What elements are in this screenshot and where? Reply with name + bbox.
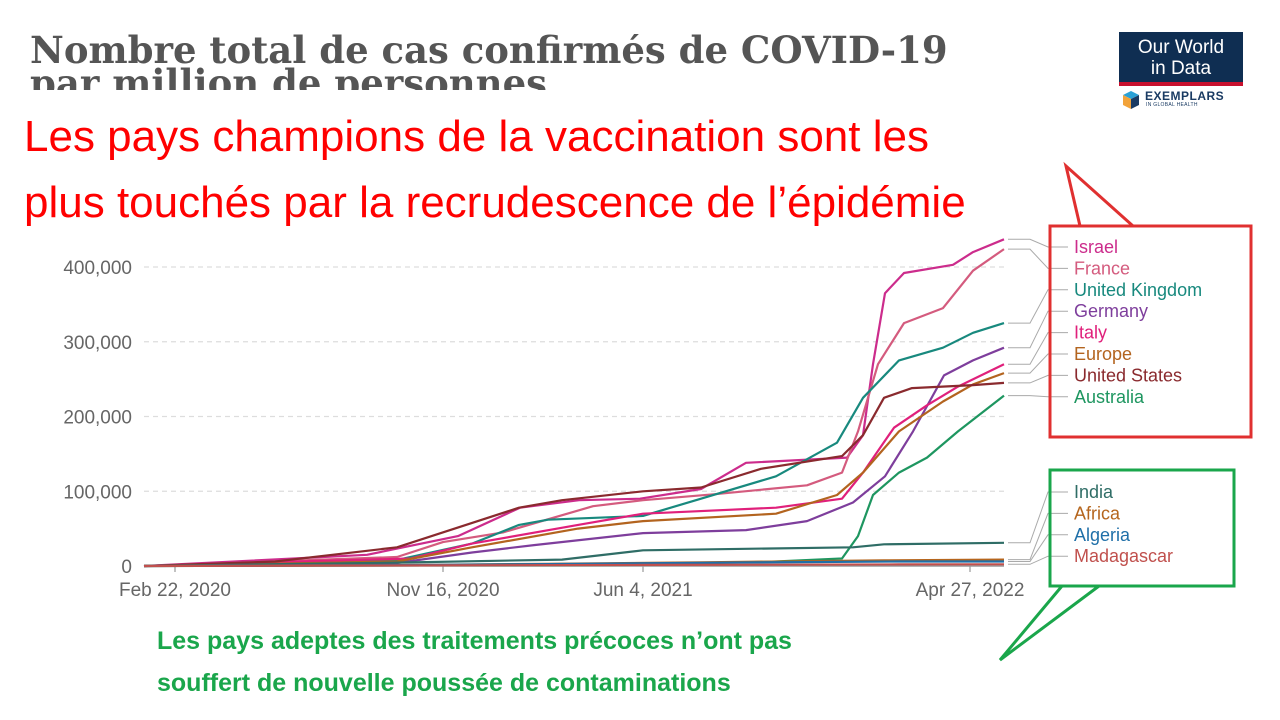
series-line-europe[interactable] — [143, 372, 1005, 568]
x-tick-label: Feb 22, 2020 — [119, 580, 231, 601]
footnote-line-1: Les pays adeptes des traitements précoce… — [157, 627, 792, 655]
y-axis-ticks: 0 100,000 200,000 300,000 400,000 — [63, 258, 132, 578]
headline-line-1: Les pays champions de la vaccination son… — [24, 112, 929, 161]
green-callout-pointer — [998, 584, 1100, 662]
legend-label-madagascar[interactable]: Madagascar — [1074, 546, 1173, 566]
y-tick-label: 100,000 — [63, 482, 132, 503]
legend-connector — [1008, 353, 1068, 374]
cube-icon — [1123, 91, 1139, 109]
legend-connector — [1008, 310, 1068, 349]
y-tick-label: 400,000 — [63, 258, 132, 279]
y-tick-label: 300,000 — [63, 333, 132, 354]
series-line-italy[interactable] — [143, 363, 1005, 568]
callouts — [998, 161, 1253, 662]
headline-line-2: plus touchés par la recrudescence de l’é… — [24, 178, 966, 227]
legend-label-india[interactable]: India — [1074, 482, 1114, 502]
green-legend-box — [1048, 468, 1236, 588]
green-footnote-annotation: Les pays adeptes des traitements précoce… — [157, 620, 1007, 704]
logo-line-1: Our World — [1137, 37, 1225, 58]
legend-connector — [1008, 534, 1068, 562]
owid-logo[interactable]: Our World in Data EXEMPLARS IN GLOBAL HE… — [1119, 32, 1243, 112]
legend-connector — [1008, 248, 1068, 269]
legend-label-italy[interactable]: Italy — [1074, 323, 1107, 343]
series-line-madagascar[interactable] — [143, 563, 1005, 568]
legend-connector — [1008, 395, 1068, 398]
legend-label-australia[interactable]: Australia — [1074, 387, 1145, 407]
legend-connector — [1008, 374, 1068, 384]
y-tick-label: 0 — [121, 557, 132, 578]
legend-label-europe[interactable]: Europe — [1074, 344, 1132, 364]
chart-title: Nombre total de cas confirmés de COVID-1… — [30, 34, 948, 90]
x-tick-label: Nov 16, 2020 — [386, 580, 499, 601]
legend-connector — [1008, 238, 1068, 248]
series-line-united-states[interactable] — [143, 381, 1005, 568]
legend-connector — [1008, 289, 1068, 324]
series-line-united-kingdom[interactable] — [143, 322, 1005, 568]
series-line-germany[interactable] — [143, 346, 1005, 568]
logo-box: Our World in Data — [1119, 32, 1243, 85]
y-tick-label: 200,000 — [63, 408, 132, 429]
red-headline-annotation: Les pays champions de la vaccination son… — [24, 104, 1084, 236]
red-callout-pointer — [1063, 161, 1135, 228]
legend-label-germany[interactable]: Germany — [1074, 301, 1148, 321]
x-tick-label: Apr 27, 2022 — [916, 580, 1025, 601]
exemplars-text: EXEMPLARS — [1145, 89, 1225, 103]
legend-label-algeria[interactable]: Algeria — [1074, 525, 1131, 545]
series-line-india[interactable] — [143, 541, 1005, 568]
y-gridlines — [144, 266, 1004, 567]
legend-label-france[interactable]: France — [1074, 258, 1130, 278]
legend-label-united-kingdom[interactable]: United Kingdom — [1074, 280, 1202, 300]
x-axis-ticks: Feb 22, 2020 Nov 16, 2020 Jun 4, 2021 Apr 2… — [119, 566, 1024, 601]
legend-label-united-states[interactable]: United States — [1074, 365, 1182, 385]
red-legend-box — [1048, 224, 1253, 439]
exemplars-logo: EXEMPLARS IN GLOBAL HEALTH — [1119, 89, 1243, 111]
exemplars-subtext: IN GLOBAL HEALTH — [1146, 102, 1198, 108]
series-line-france[interactable] — [143, 248, 1005, 568]
series-line-israel[interactable] — [143, 238, 1005, 568]
series-lines — [143, 238, 1005, 568]
legend-connector — [1008, 332, 1068, 365]
legend-label-israel[interactable]: Israel — [1074, 237, 1118, 257]
footnote-line-2: souffert de nouvelle poussée de contamin… — [157, 669, 731, 697]
legend-label-africa[interactable]: Africa — [1074, 503, 1121, 523]
x-tick-label: Jun 4, 2021 — [593, 580, 692, 601]
legend-connector — [1008, 555, 1068, 565]
legend-connector — [1008, 491, 1068, 544]
legend-connector — [1008, 512, 1068, 561]
logo-red-bar — [1119, 82, 1243, 86]
logo-line-2: in Data — [1150, 58, 1212, 79]
legend-connectors — [1008, 238, 1068, 565]
